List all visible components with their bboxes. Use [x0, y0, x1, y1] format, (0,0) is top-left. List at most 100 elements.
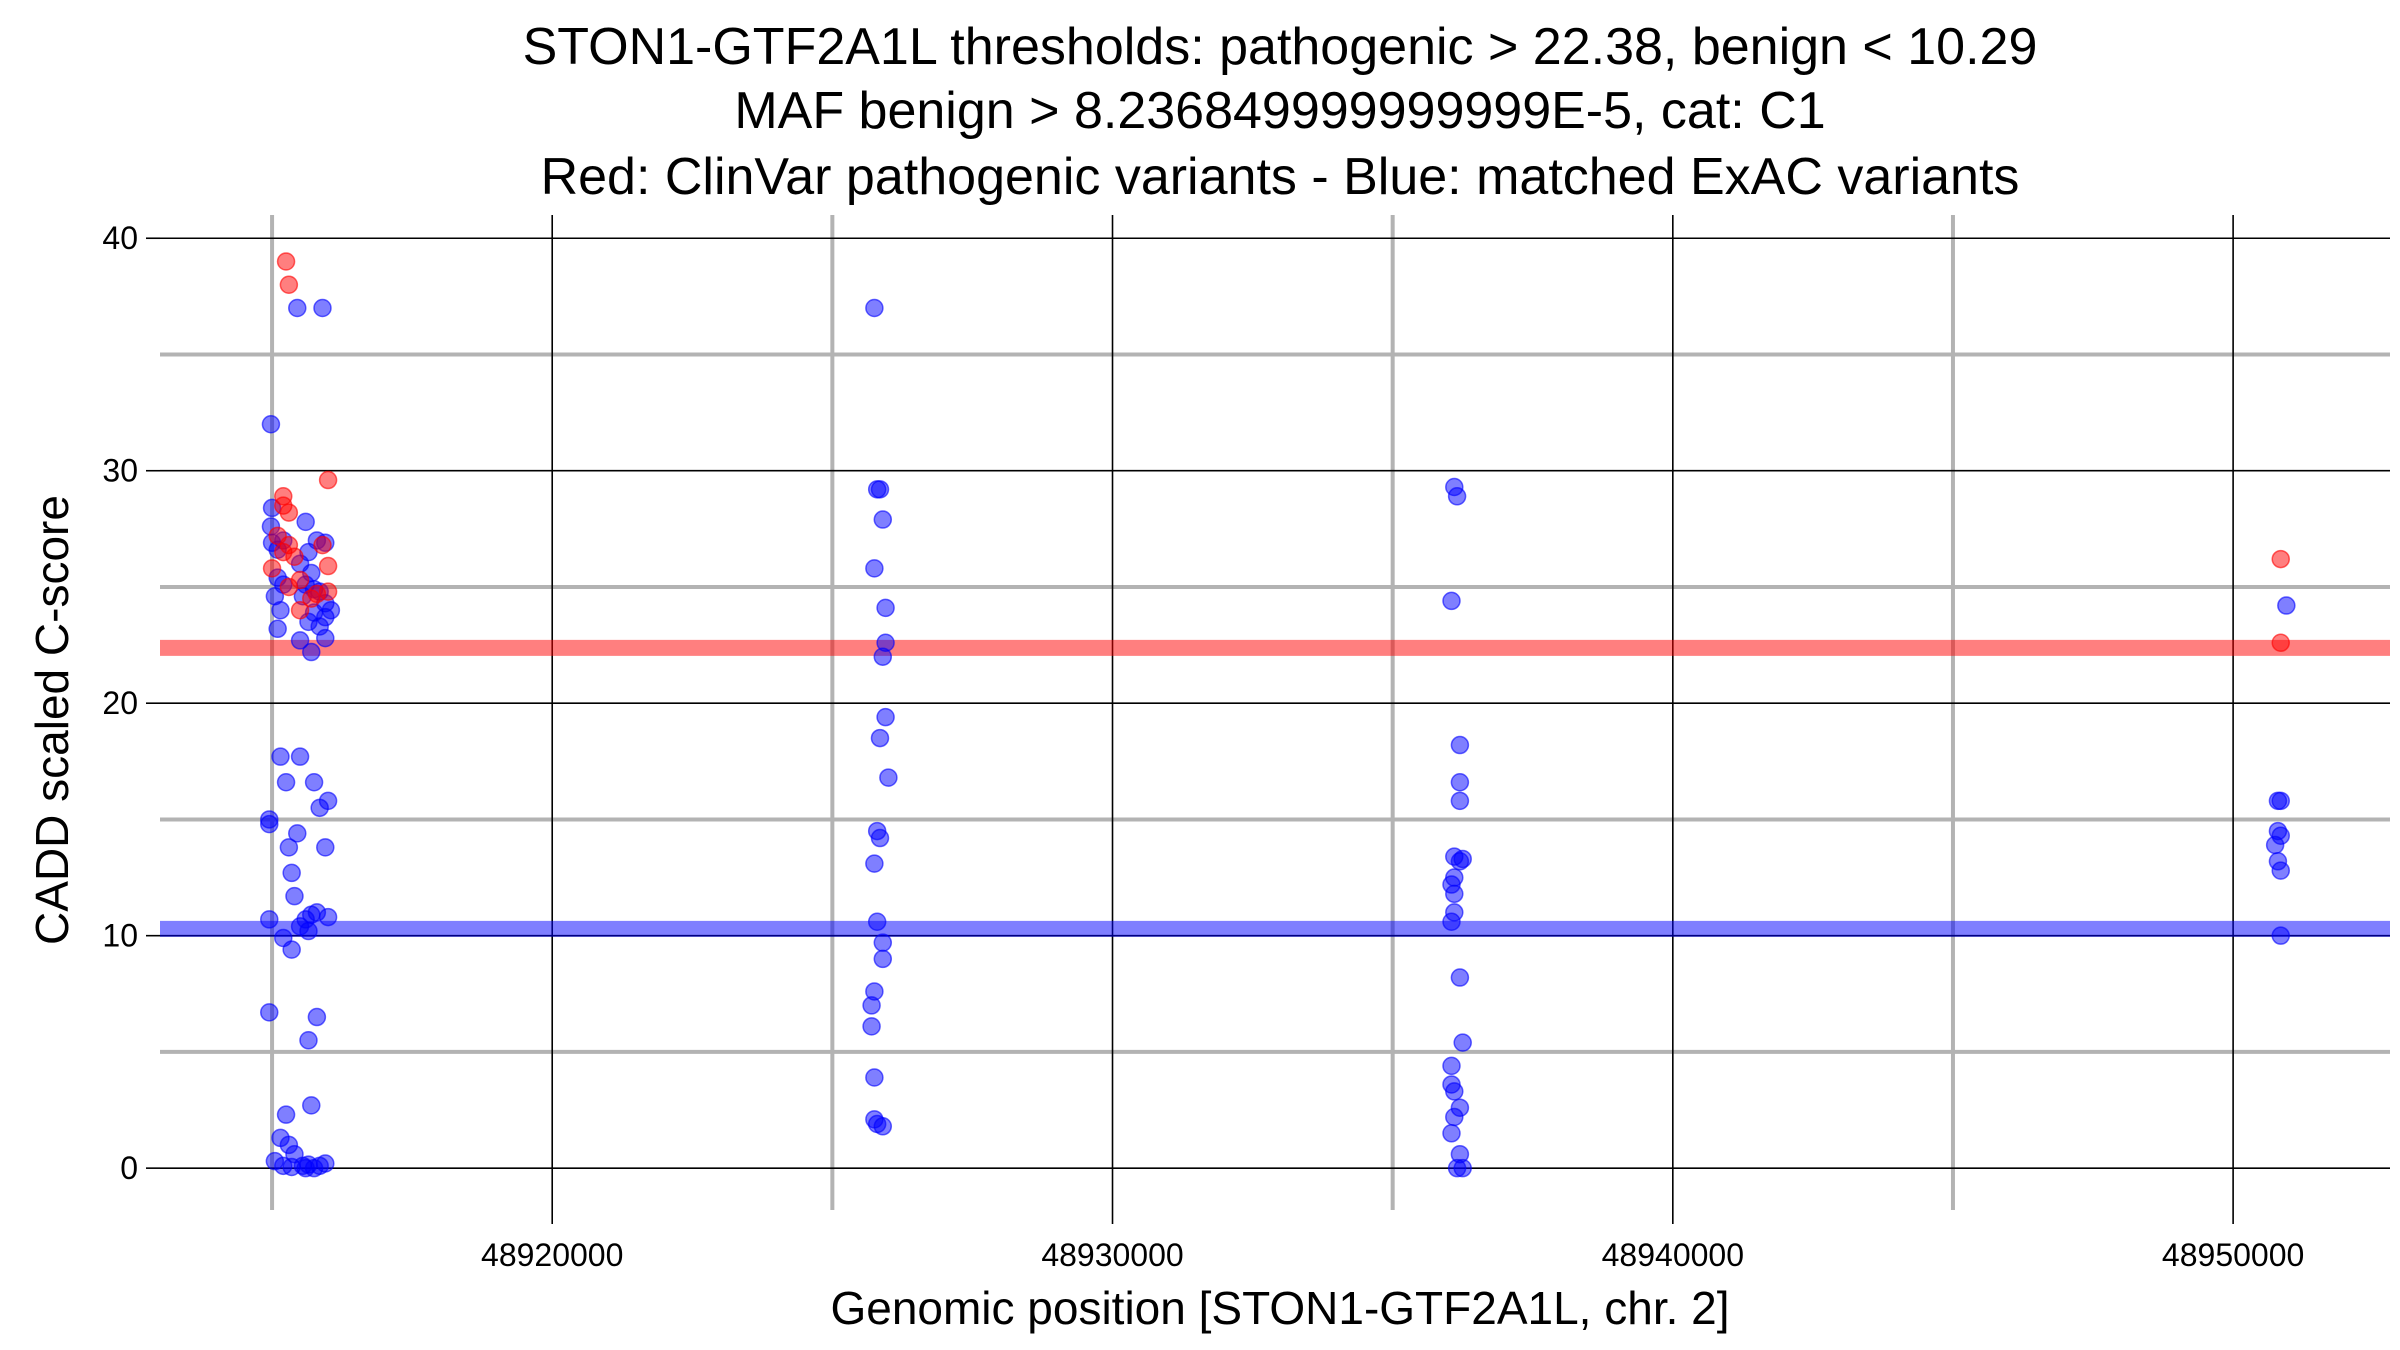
exac-variant-point [865, 854, 884, 873]
exac-variant-point [302, 1096, 321, 1115]
exac-variant-point [867, 912, 887, 931]
exac-variant-point [873, 933, 893, 952]
exac-variant-point [307, 1007, 327, 1027]
exac-variant-point [271, 747, 290, 766]
data-points [260, 252, 2296, 1178]
pathogenic-variant-point [318, 470, 338, 490]
x-tick-label: 48930000 [1041, 1237, 1183, 1273]
x-axis-title: Genomic position [STON1-GTF2A1L, chr. 2] [830, 1282, 1729, 1334]
exac-variant-point [296, 1158, 315, 1178]
exac-variant-point [1450, 735, 1470, 755]
exac-variant-point [2271, 926, 2290, 945]
exac-variant-point [1442, 591, 1461, 611]
exac-variant-point [1447, 487, 1467, 506]
pathogenic-variant-point [285, 547, 304, 566]
pathogenic-variant-point [318, 556, 338, 576]
exac-variant-point [1445, 1107, 1464, 1127]
exac-variant-point [862, 1017, 881, 1036]
axes: 0 10 20 30 40 48920000 48930000 48940000 4895000… [102, 220, 2304, 1273]
pathogenic-variant-point [262, 559, 282, 578]
exac-variant-point [279, 838, 299, 857]
exac-variant-point [1450, 968, 1470, 987]
grid [160, 215, 2390, 1210]
exac-variant-point [310, 798, 329, 818]
exac-variant-point [873, 949, 893, 969]
pathogenic-variant-point [290, 600, 310, 620]
exac-variant-point [1445, 884, 1464, 904]
exac-variant-point [1453, 1033, 1472, 1052]
exac-variant-point [1442, 912, 1461, 931]
pathogenic-variant-point [2271, 549, 2290, 569]
exac-variant-point [2271, 791, 2290, 811]
exac-variant-point [870, 728, 890, 748]
pathogenic-variant-point [279, 275, 299, 294]
exac-variant-point [1450, 772, 1470, 792]
exac-variant-point [2271, 861, 2290, 880]
exac-variant-point [299, 921, 318, 941]
exac-variant-point [865, 298, 884, 318]
y-tick-label: 10 [102, 918, 138, 954]
exac-variant-point [276, 772, 296, 792]
x-tick-label: 48950000 [2162, 1237, 2304, 1273]
exac-variant-point [268, 619, 287, 639]
exac-variant-point [1453, 1158, 1472, 1178]
exac-variant-point [302, 642, 321, 662]
exac-variant-point [304, 772, 324, 792]
exac-variant-point [2265, 835, 2285, 855]
exac-variant-point [1453, 849, 1472, 869]
pathogenic-variant-point [2271, 633, 2290, 653]
exac-variant-point [285, 886, 304, 906]
pathogenic-variant-point [313, 535, 332, 555]
exac-variant-point [282, 940, 301, 959]
exac-variant-point [316, 628, 335, 648]
exac-variant-point [1442, 1124, 1461, 1143]
exac-variant-point [876, 598, 895, 618]
exac-variant-point [879, 768, 898, 787]
pathogenic-variant-point [279, 577, 299, 597]
exac-variant-point [282, 863, 301, 883]
y-axis-title: CADD scaled C-score [26, 495, 78, 945]
pathogenic-variant-point [302, 589, 321, 608]
exac-variant-point [862, 996, 881, 1015]
threshold-lines [160, 639, 2390, 937]
exac-variant-point [1445, 1082, 1464, 1101]
exac-variant-point [318, 907, 338, 927]
exac-variant-point [870, 828, 890, 848]
exac-variant-point [873, 647, 893, 666]
exac-variant-point [290, 631, 310, 650]
exac-variant-point [316, 1154, 335, 1173]
chart-title-line-1: STON1-GTF2A1L thresholds: pathogenic > 2… [523, 18, 2038, 76]
exac-variant-point [299, 1031, 318, 1050]
exac-variant-point [260, 814, 279, 834]
chart-title-line-2: MAF benign > 8.236849999999999E-5, cat: … [734, 82, 1825, 140]
exac-variant-point [290, 747, 310, 766]
y-tick-label: 40 [102, 220, 138, 256]
exac-variant-point [870, 480, 890, 499]
y-tick-label: 20 [102, 685, 138, 721]
x-tick-label: 48940000 [1602, 1237, 1744, 1273]
exac-variant-point [296, 512, 315, 532]
exac-variant-point [288, 824, 307, 843]
exac-variant-point [865, 559, 884, 578]
exac-variant-point [271, 600, 290, 620]
x-tick-label: 48920000 [481, 1237, 623, 1273]
exac-variant-point [876, 707, 895, 727]
exac-variant-point [288, 298, 307, 318]
y-tick-label: 30 [102, 453, 138, 489]
exac-variant-point [261, 414, 281, 434]
chart-title-line-3: Red: ClinVar pathogenic variants - Blue:… [541, 148, 2020, 206]
exac-variant-point [316, 838, 335, 857]
exac-variant-point [873, 510, 893, 529]
exac-variant-point [1450, 791, 1470, 811]
pathogenic-variant-point [279, 503, 299, 522]
y-tick-label: 0 [120, 1150, 138, 1186]
exac-variant-point [276, 1105, 296, 1124]
exac-variant-point [865, 1068, 884, 1087]
exac-variant-point [313, 298, 332, 318]
exac-variant-point [260, 910, 279, 929]
exac-variant-point [2277, 596, 2296, 615]
pathogenic-variant-point [318, 582, 338, 601]
exac-variant-point [260, 1003, 279, 1022]
exac-variant-point [1442, 1056, 1461, 1076]
